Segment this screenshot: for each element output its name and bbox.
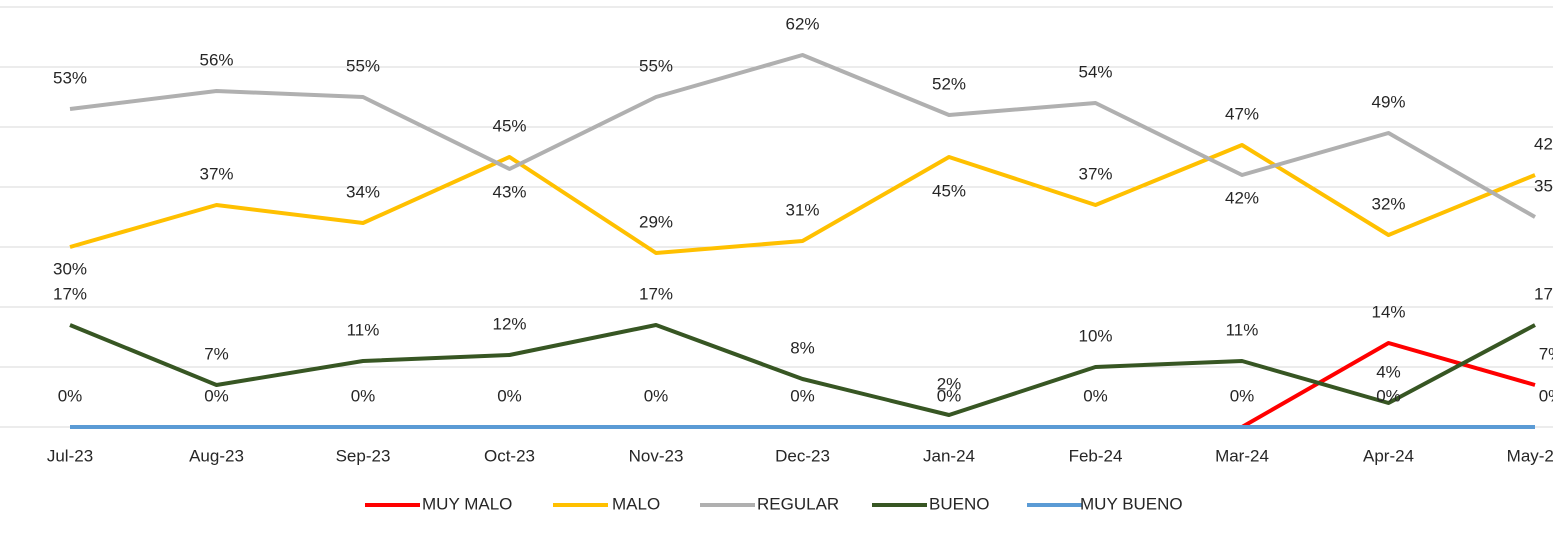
data-label: 53% <box>53 68 87 87</box>
x-tick-label: Jul-23 <box>47 446 93 465</box>
data-label: 42% <box>1225 188 1259 207</box>
data-label: 32% <box>1371 194 1405 213</box>
data-label: 55% <box>639 56 673 75</box>
legend-label: MUY BUENO <box>1080 494 1183 513</box>
data-label: 47% <box>1225 104 1259 123</box>
data-label: 29% <box>639 212 673 231</box>
data-label: 0% <box>497 386 522 405</box>
data-label: 34% <box>346 182 380 201</box>
data-label: 45% <box>932 181 966 200</box>
x-tick-label: Feb-24 <box>1069 446 1123 465</box>
data-label: 0% <box>790 386 815 405</box>
data-label: 0% <box>1083 386 1108 405</box>
data-label: 17% <box>53 284 87 303</box>
legend-label: MUY MALO <box>422 494 512 513</box>
data-label: 12% <box>492 314 526 333</box>
data-label: 45% <box>492 116 526 135</box>
data-label: 11% <box>347 320 380 339</box>
data-label: 11% <box>1226 320 1259 339</box>
series-line <box>69 53 1536 219</box>
data-label: 17% <box>639 284 673 303</box>
data-label: 17% <box>1534 284 1553 303</box>
data-label: 0% <box>58 386 83 405</box>
data-label: 54% <box>1078 62 1112 81</box>
data-label: 4% <box>1376 362 1401 381</box>
data-label: 0% <box>644 386 669 405</box>
series-line <box>1241 341 1536 429</box>
data-label: 0% <box>351 386 376 405</box>
data-label: 0% <box>1376 386 1401 405</box>
data-label: 56% <box>199 50 233 69</box>
legend-label: BUENO <box>929 494 989 513</box>
data-label: 37% <box>199 164 233 183</box>
data-label: 7% <box>204 344 229 363</box>
data-label: 7% <box>1539 344 1553 363</box>
x-tick-label: Mar-24 <box>1215 446 1269 465</box>
data-label: 10% <box>1078 326 1112 345</box>
data-label: 55% <box>346 56 380 75</box>
x-tick-label: Nov-23 <box>629 446 684 465</box>
x-tick-label: Apr-24 <box>1363 446 1414 465</box>
x-tick-label: Sep-23 <box>336 446 391 465</box>
data-label: 31% <box>785 200 819 219</box>
series-line <box>69 323 1536 417</box>
legend-label: REGULAR <box>757 494 839 513</box>
data-label: 0% <box>204 386 229 405</box>
data-label: 14% <box>1371 302 1405 321</box>
data-label: 0% <box>937 386 962 405</box>
data-label: 42% <box>1534 134 1553 153</box>
x-tick-label: Dec-23 <box>775 446 830 465</box>
data-label: 35% <box>1534 176 1553 195</box>
data-label: 62% <box>785 14 819 33</box>
data-label: 8% <box>790 338 815 357</box>
data-label: 0% <box>1230 386 1255 405</box>
x-tick-label: May-24 <box>1507 446 1553 465</box>
data-label: 43% <box>492 182 526 201</box>
series-line <box>69 143 1536 255</box>
data-label: 0% <box>1539 386 1553 405</box>
data-label: 30% <box>53 259 87 278</box>
x-tick-label: Aug-23 <box>189 446 244 465</box>
data-label: 2% <box>937 374 962 393</box>
legend-label: MALO <box>612 494 660 513</box>
x-tick-label: Jan-24 <box>923 446 975 465</box>
data-label: 37% <box>1078 164 1112 183</box>
data-label: 52% <box>932 74 966 93</box>
data-label: 49% <box>1371 92 1405 111</box>
x-tick-label: Oct-23 <box>484 446 535 465</box>
